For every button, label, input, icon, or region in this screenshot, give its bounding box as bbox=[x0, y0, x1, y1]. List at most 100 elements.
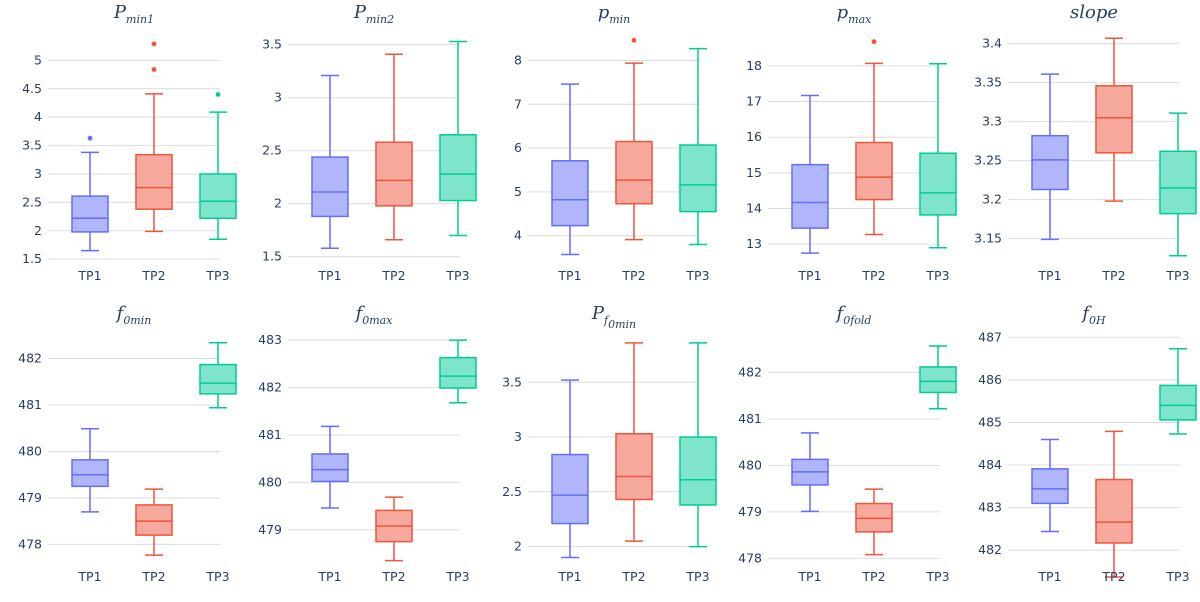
y-tick-label: 3 bbox=[274, 90, 282, 105]
box-tp3 bbox=[679, 47, 717, 246]
y-tick-label: 482 bbox=[738, 364, 762, 379]
y-tick-label: 3.5 bbox=[22, 138, 42, 153]
y-tick-label: 3.5 bbox=[262, 37, 282, 52]
x-tick-label: TP3 bbox=[1165, 268, 1189, 283]
x-tick-label: TP1 bbox=[557, 569, 581, 584]
iqr-box bbox=[439, 134, 477, 202]
iqr-box bbox=[791, 163, 829, 229]
iqr-box bbox=[1159, 150, 1197, 215]
y-tick-label: 3 bbox=[514, 429, 522, 444]
box-tp1 bbox=[1031, 73, 1069, 241]
panel-title: Pmin1 bbox=[113, 2, 154, 26]
y-tick-label: 5 bbox=[34, 52, 42, 67]
x-tick-label: TP2 bbox=[141, 569, 165, 584]
x-tick-label: TP2 bbox=[141, 268, 165, 283]
box-tp2 bbox=[615, 37, 653, 241]
boxplot-panel-9: f0fold 478 479 480 481 482 TP1 TP2 TP3 bbox=[738, 303, 957, 584]
x-tick-label: TP2 bbox=[381, 268, 405, 283]
y-tick-label: 2 bbox=[34, 223, 42, 238]
y-tick-label: 482 bbox=[258, 380, 282, 395]
x-tick-label: TP1 bbox=[317, 268, 341, 283]
box-tp2 bbox=[1095, 37, 1133, 202]
box-tp3 bbox=[919, 345, 957, 410]
y-tick-label: 2.5 bbox=[502, 484, 522, 499]
y-tick-label: 3.3 bbox=[982, 114, 1002, 129]
x-tick-label: TP3 bbox=[205, 268, 229, 283]
x-tick-label: TP2 bbox=[381, 569, 405, 584]
iqr-box bbox=[71, 459, 109, 488]
y-tick-label: 13 bbox=[746, 236, 762, 251]
y-tick-label: 8 bbox=[514, 52, 522, 67]
y-tick-label: 480 bbox=[18, 443, 42, 458]
box-tp2 bbox=[855, 39, 893, 236]
y-tick-label: 2.5 bbox=[262, 143, 282, 158]
outlier-point bbox=[151, 67, 157, 72]
y-tick-label: 3 bbox=[34, 166, 42, 181]
y-tick-label: 484 bbox=[978, 457, 1002, 472]
iqr-box bbox=[1031, 468, 1069, 505]
iqr-box bbox=[551, 453, 589, 525]
iqr-box bbox=[311, 453, 349, 483]
iqr-box bbox=[311, 156, 349, 218]
x-tick-label: TP2 bbox=[1101, 569, 1125, 584]
boxplot-panel-4: pmax 13 14 15 16 17 18 TP1 TP2 TP3 bbox=[746, 2, 957, 283]
outlier-point bbox=[151, 41, 157, 47]
box-tp2 bbox=[1095, 430, 1133, 578]
y-tick-label: 483 bbox=[978, 500, 1002, 515]
box-tp3 bbox=[1159, 112, 1197, 257]
y-tick-label: 481 bbox=[258, 427, 282, 442]
y-tick-label: 14 bbox=[746, 201, 762, 216]
iqr-box bbox=[71, 195, 109, 233]
iqr-box bbox=[919, 152, 957, 216]
y-tick-label: 3.4 bbox=[982, 36, 1002, 51]
box-tp1 bbox=[71, 427, 109, 513]
box-tp1 bbox=[551, 379, 589, 559]
box-tp1 bbox=[311, 74, 349, 249]
y-tick-label: 18 bbox=[746, 58, 762, 73]
panel-title: pmin bbox=[598, 2, 631, 26]
iqr-box bbox=[679, 144, 717, 213]
iqr-box bbox=[1095, 85, 1133, 154]
y-tick-label: 482 bbox=[18, 351, 42, 366]
y-tick-label: 3.35 bbox=[974, 75, 1002, 90]
y-tick-label: 479 bbox=[738, 504, 762, 519]
y-tick-label: 3.2 bbox=[982, 192, 1002, 207]
x-tick-label: TP3 bbox=[445, 268, 469, 283]
x-tick-label: TP3 bbox=[925, 268, 949, 283]
x-tick-label: TP1 bbox=[557, 268, 581, 283]
box-tp1 bbox=[791, 432, 829, 513]
panel-title: Pf0min bbox=[591, 303, 636, 331]
y-tick-label: 2 bbox=[274, 196, 282, 211]
iqr-box bbox=[1159, 384, 1197, 421]
x-tick-label: TP3 bbox=[685, 569, 709, 584]
box-tp1 bbox=[551, 83, 589, 256]
iqr-box bbox=[551, 160, 589, 227]
box-tp1 bbox=[71, 135, 109, 252]
iqr-box bbox=[135, 153, 173, 210]
panel-title: slope bbox=[1070, 2, 1118, 23]
iqr-box bbox=[199, 363, 237, 395]
panel-title: f0max bbox=[354, 303, 394, 327]
x-tick-label: TP2 bbox=[861, 268, 885, 283]
x-tick-label: TP2 bbox=[621, 268, 645, 283]
box-tp3 bbox=[679, 342, 717, 548]
boxplot-panel-7: f0max 479 480 481 482 483 TP1 TP2 TP3 bbox=[258, 303, 477, 584]
y-tick-label: 2 bbox=[514, 539, 522, 554]
x-tick-label: TP3 bbox=[925, 569, 949, 584]
y-tick-label: 480 bbox=[258, 474, 282, 489]
x-tick-label: TP2 bbox=[861, 569, 885, 584]
boxplot-panel-6: f0min 478 479 480 481 482 TP1 TP2 TP3 bbox=[18, 303, 237, 584]
panel-title: f0fold bbox=[835, 303, 872, 327]
x-tick-label: TP1 bbox=[1037, 268, 1061, 283]
y-tick-label: 481 bbox=[18, 397, 42, 412]
y-tick-label: 480 bbox=[738, 457, 762, 472]
x-tick-label: TP3 bbox=[445, 569, 469, 584]
box-tp2 bbox=[135, 41, 173, 233]
box-tp1 bbox=[1031, 438, 1069, 533]
box-tp1 bbox=[791, 94, 829, 254]
iqr-box bbox=[615, 140, 653, 205]
box-tp3 bbox=[199, 92, 237, 241]
outlier-point bbox=[631, 37, 637, 43]
iqr-box bbox=[1095, 478, 1133, 544]
